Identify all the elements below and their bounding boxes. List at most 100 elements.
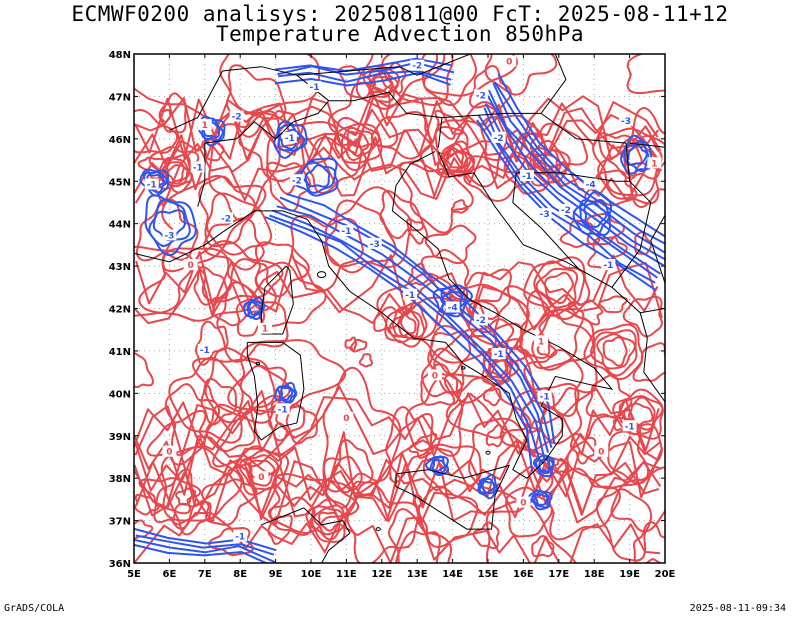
- contour-label-bg: [594, 445, 609, 457]
- contour-label-bg: [534, 335, 549, 347]
- negative-contour: [538, 457, 551, 473]
- negative-contour: [148, 198, 191, 248]
- positive-contour: [462, 268, 512, 321]
- positive-contour: [424, 224, 477, 265]
- lon-tick-label: 16E: [513, 569, 534, 580]
- contour-label-bg: [558, 203, 573, 215]
- island-coast: [465, 566, 469, 569]
- positive-contour: [305, 498, 349, 543]
- positive-contour: [134, 95, 662, 167]
- positive-contour: [626, 54, 665, 95]
- positive-contour: [446, 150, 465, 169]
- contour-label-bg: [410, 59, 425, 71]
- contour-label-bg: [282, 131, 297, 143]
- contour-label: 0: [166, 448, 172, 458]
- contour-label-bg: [473, 314, 488, 326]
- positive-contour: [138, 247, 258, 323]
- sicily-coast: [395, 464, 511, 530]
- contour-label: 1: [651, 159, 657, 169]
- lon-tick-label: 15E: [478, 569, 499, 580]
- contour-label: -3: [621, 117, 631, 127]
- positive-contour: [168, 356, 244, 444]
- positive-contour: [265, 161, 312, 212]
- austria-border: [296, 54, 567, 119]
- negative-contour: [280, 386, 294, 401]
- negative-contour: [492, 82, 665, 254]
- negative-contour: [269, 214, 542, 464]
- positive-contour: [161, 174, 267, 273]
- positive-contour: [134, 431, 662, 499]
- negative-contour: [139, 168, 170, 197]
- contour-label-bg: [601, 259, 616, 271]
- lat-tick-label: 42N: [109, 305, 131, 316]
- contour-label: -2: [292, 176, 302, 186]
- negative-contour: [429, 455, 447, 476]
- contour-label: -1: [341, 227, 351, 237]
- positive-contour: [597, 132, 643, 180]
- lon-tick-label: 6E: [163, 569, 177, 580]
- positive-contour: [472, 521, 500, 550]
- positive-contour: [238, 449, 283, 491]
- negative-contour: [487, 95, 665, 267]
- contour-label: 1: [538, 337, 544, 347]
- positive-contour: [134, 126, 663, 198]
- negative-contour: [431, 459, 447, 473]
- positive-contour: [610, 466, 665, 533]
- positive-contour: [346, 130, 370, 157]
- contour-label: -2: [232, 113, 242, 123]
- negative-contour: [277, 69, 452, 83]
- lon-tick-label: 14E: [442, 569, 463, 580]
- positive-contour: [200, 378, 237, 426]
- positive-contour: [533, 260, 586, 317]
- contour-label: 1: [202, 121, 208, 131]
- contour-label: 0: [520, 499, 526, 509]
- positive-contour: [408, 432, 438, 459]
- positive-contour: [194, 320, 229, 366]
- positive-contour: [134, 351, 154, 389]
- island-coast: [375, 527, 381, 532]
- positive-contour: [219, 54, 321, 115]
- contour-label: -1: [278, 405, 288, 415]
- negative-contour: [142, 171, 169, 194]
- software-credit: GrADS/COLA: [4, 603, 65, 614]
- positive-contour: [434, 109, 465, 140]
- positive-contour: [399, 161, 474, 234]
- positive-contour: [529, 122, 589, 168]
- negative-contour: [286, 193, 556, 444]
- lon-tick-label: 7E: [198, 569, 212, 580]
- lat-tick-label: 46N: [109, 135, 131, 146]
- contour-label-bg: [367, 237, 382, 249]
- negative-contour: [477, 473, 498, 500]
- positive-contour: [607, 423, 663, 485]
- negative-contour: [620, 134, 654, 175]
- contour-label: -3: [164, 231, 174, 241]
- tunisia-coast: [261, 507, 351, 563]
- contour-label-bg: [502, 55, 517, 67]
- france-coast: [134, 231, 223, 263]
- contour-label-bg: [537, 208, 552, 220]
- negative-contour: [135, 534, 275, 556]
- positive-contour: [596, 333, 636, 370]
- lat-tick-label: 44N: [109, 220, 131, 231]
- negative-contour: [481, 480, 496, 494]
- contour-label-bg: [339, 411, 354, 423]
- contour-label-bg: [257, 322, 272, 334]
- positive-contour: [227, 339, 347, 414]
- positive-contour: [235, 445, 290, 496]
- negative-contour: [533, 493, 549, 506]
- positive-contour: [267, 514, 293, 545]
- positive-contour: [358, 353, 374, 368]
- positive-contour: [134, 456, 663, 524]
- contour-label-bg: [275, 403, 290, 415]
- contour-label: -1: [147, 180, 157, 190]
- positive-contour: [333, 116, 383, 171]
- lon-tick-label: 8E: [233, 569, 247, 580]
- contour-labels: -1 -2 -3 -1 -2 -1 1 -2 -1 -2 0 -2 -1 -3 -2 -3 -4 -1 1 -1 -3 -…: [144, 55, 662, 543]
- lat-tick-label: 40N: [109, 389, 131, 400]
- positive-contour: [235, 298, 266, 337]
- positive-contour: [535, 267, 579, 309]
- positive-contour: [134, 436, 664, 501]
- lon-tick-label: 10E: [301, 569, 322, 580]
- positive-contour: [485, 500, 577, 563]
- negative-contour: [497, 73, 665, 238]
